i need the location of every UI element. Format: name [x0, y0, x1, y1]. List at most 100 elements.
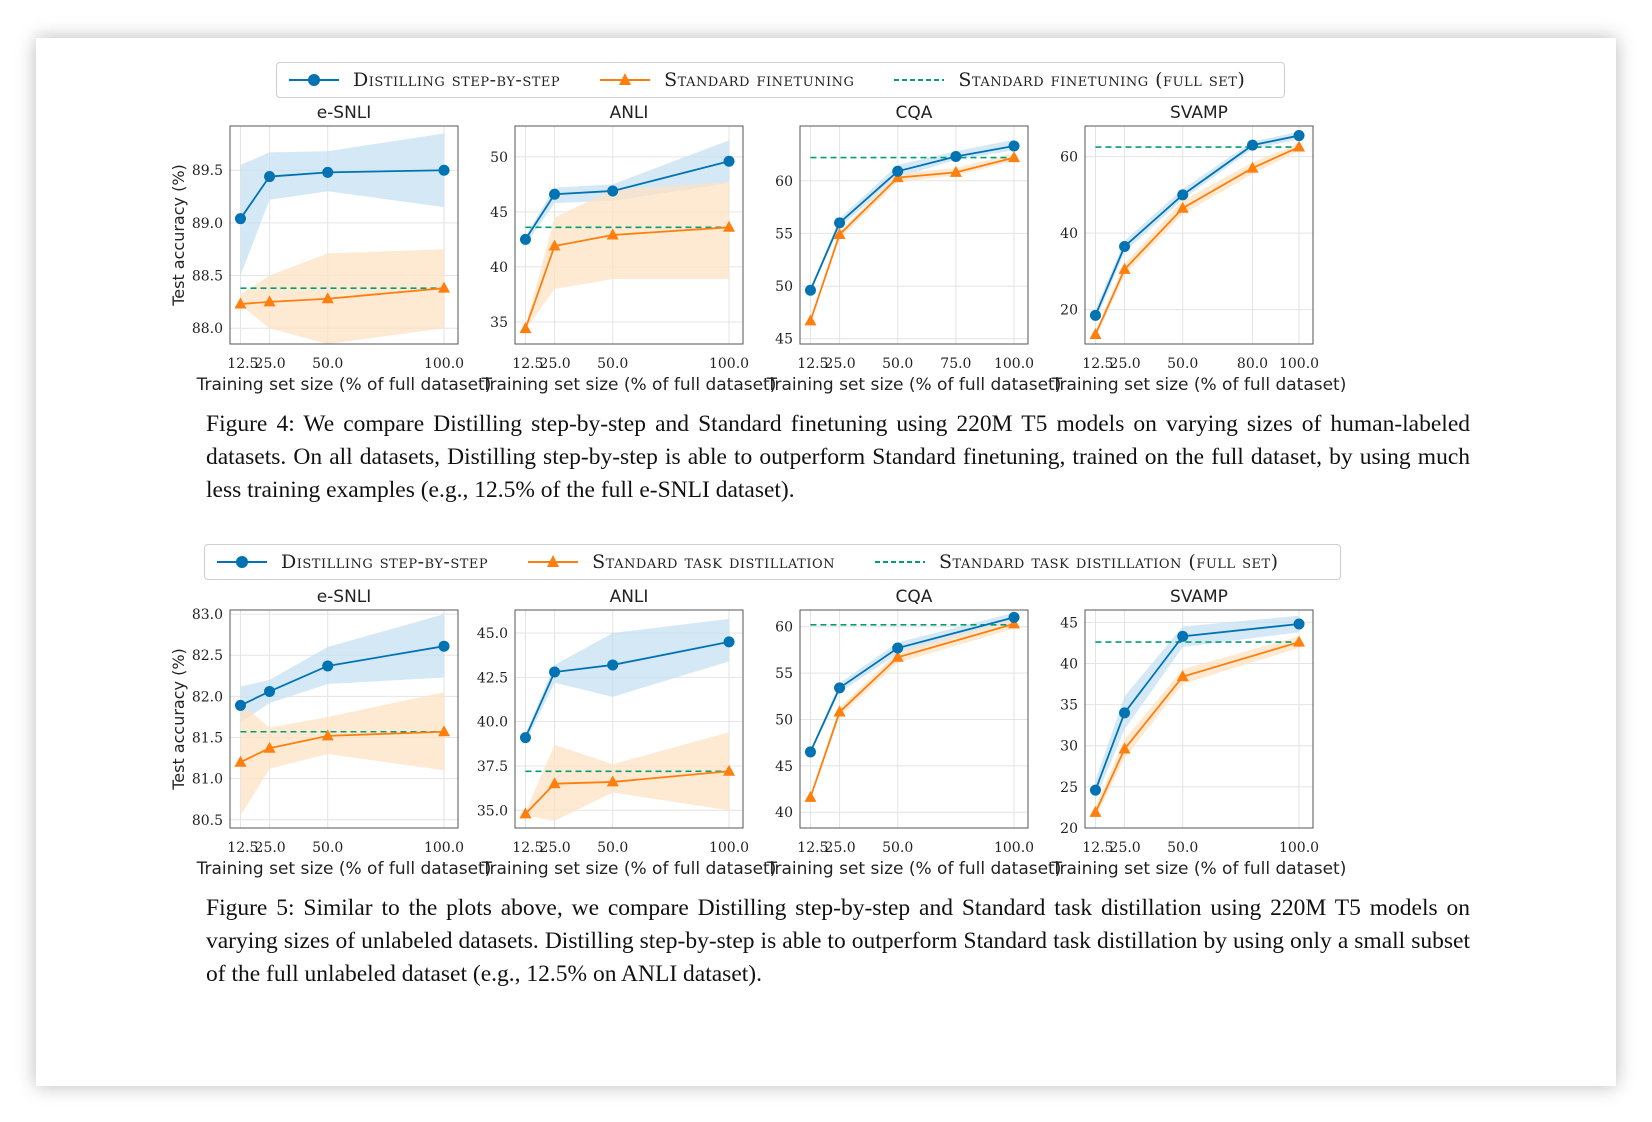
y-tick-label: 37.5: [477, 759, 508, 775]
confidence-band: [525, 618, 730, 743]
x-tick-label: 12.5: [797, 356, 828, 372]
data-point-triangle: [438, 725, 451, 737]
chart-panel-cqa: [799, 125, 1029, 345]
series-line: [240, 645, 445, 707]
confidence-band: [525, 732, 730, 821]
y-tick-label: 45: [775, 332, 793, 348]
x-tick-label: 100.0: [994, 356, 1034, 372]
data-point-circle: [607, 659, 619, 671]
x-tick-label: 12.5: [1082, 840, 1113, 856]
x-tick-label: 50.0: [312, 356, 343, 372]
y-tick-label: 35.0: [477, 803, 508, 819]
y-axis-label: Test accuracy (%): [169, 648, 188, 791]
y-tick-label: 82.5: [192, 648, 223, 664]
data-point-triangle: [438, 281, 451, 293]
data-point-circle: [1177, 189, 1189, 201]
chart-panel-e-snli: [229, 609, 459, 829]
chart-title: SVAMP: [1170, 103, 1228, 123]
figure4-legend: Distilling step-by-step Standard finetun…: [276, 62, 1285, 98]
y-tick-label: 88.5: [192, 269, 223, 285]
data-point-triangle: [833, 705, 846, 717]
series-line: [809, 156, 1015, 322]
chart-title: e-SNLI: [317, 587, 372, 607]
data-point-triangle: [1089, 805, 1102, 817]
series-line: [809, 623, 1015, 798]
y-tick-label: 55: [775, 666, 793, 682]
y-tick-label: 81.0: [192, 772, 223, 788]
dashed-line-icon: [894, 79, 945, 81]
x-axis-label: Training set size (% of full dataset): [481, 375, 777, 395]
chart-panel-cqa: [799, 609, 1029, 829]
data-point-circle: [950, 151, 962, 163]
x-tick-label: 50.0: [597, 840, 628, 856]
data-point-triangle: [548, 239, 561, 251]
data-point-triangle: [1118, 262, 1131, 274]
y-tick-label: 30: [1060, 739, 1078, 755]
data-point-triangle: [321, 729, 334, 741]
data-point-triangle: [723, 220, 736, 232]
y-tick-label: 60: [1060, 150, 1078, 166]
data-point-circle: [892, 642, 904, 654]
confidence-band: [240, 692, 445, 816]
y-tick-label: 20: [1060, 821, 1078, 837]
figure-plots: 88.088.589.089.512.525.0 50.0 100.0e-SNLIT…: [169, 103, 1347, 879]
x-tick-label: 100.0: [994, 840, 1034, 856]
data-point-triangle: [1176, 201, 1189, 213]
data-point-triangle: [321, 292, 334, 304]
x-tick-label: 25.0: [1110, 840, 1141, 856]
x-tick-label: 100.0: [1279, 356, 1319, 372]
x-tick-label: 100.0: [709, 840, 749, 856]
data-point-triangle: [1246, 161, 1259, 173]
data-point-circle: [549, 188, 561, 200]
data-point-triangle: [263, 295, 276, 307]
x-axis-label: Training set size (% of full dataset): [481, 859, 777, 879]
y-tick-label: 45: [490, 205, 508, 221]
plot-frame: [799, 125, 1029, 345]
y-tick-label: 42.5: [477, 670, 508, 686]
dashed-line-icon: [875, 561, 926, 563]
data-point-circle: [723, 636, 735, 648]
data-point-triangle: [234, 755, 247, 767]
data-point-triangle: [833, 227, 846, 239]
data-point-triangle: [1089, 327, 1102, 339]
legend-item: Distilling step-by-step: [287, 69, 560, 91]
data-point-triangle: [1176, 670, 1189, 682]
data-point-circle: [1008, 611, 1020, 623]
series-line: [240, 287, 445, 305]
y-tick-label: 40: [775, 805, 793, 821]
confidence-band: [240, 614, 445, 723]
y-tick-label: 89.0: [192, 216, 223, 232]
plot-frame: [229, 609, 459, 829]
data-point-triangle: [1118, 742, 1131, 754]
legend-item: Standard task distillation: [526, 551, 835, 573]
series-line: [1094, 623, 1300, 791]
y-tick-label: 20: [1060, 303, 1078, 319]
x-tick-label: 100.0: [1279, 840, 1319, 856]
x-tick-label: 100.0: [424, 840, 464, 856]
x-tick-label: 50.0: [1167, 840, 1198, 856]
chart-title: ANLI: [610, 587, 649, 607]
data-point-circle: [1119, 707, 1131, 719]
data-point-circle: [1293, 130, 1305, 142]
series-line: [809, 616, 1015, 753]
x-tick-label: 50.0: [1167, 356, 1198, 372]
data-point-circle: [264, 171, 276, 183]
x-tick-label: 80.0: [1237, 356, 1268, 372]
series-line: [524, 770, 730, 815]
data-point-triangle: [804, 790, 817, 802]
x-tick-label: 50.0: [312, 840, 343, 856]
data-point-circle: [1089, 309, 1101, 321]
y-tick-label: 88.0: [192, 321, 223, 337]
data-point-circle: [804, 746, 816, 758]
data-point-triangle: [1293, 635, 1306, 647]
confidence-band: [1095, 615, 1300, 800]
x-tick-label: 25.0: [825, 840, 856, 856]
triangle-marker-icon: [600, 73, 651, 85]
x-tick-label: 25.0: [255, 840, 286, 856]
x-axis-label: Training set size (% of full dataset): [1051, 859, 1347, 879]
data-point-circle: [1089, 784, 1101, 796]
data-point-circle: [322, 166, 334, 178]
data-point-triangle: [1008, 151, 1021, 163]
data-point-circle: [438, 640, 450, 652]
legend-label: Standard finetuning: [664, 69, 855, 91]
